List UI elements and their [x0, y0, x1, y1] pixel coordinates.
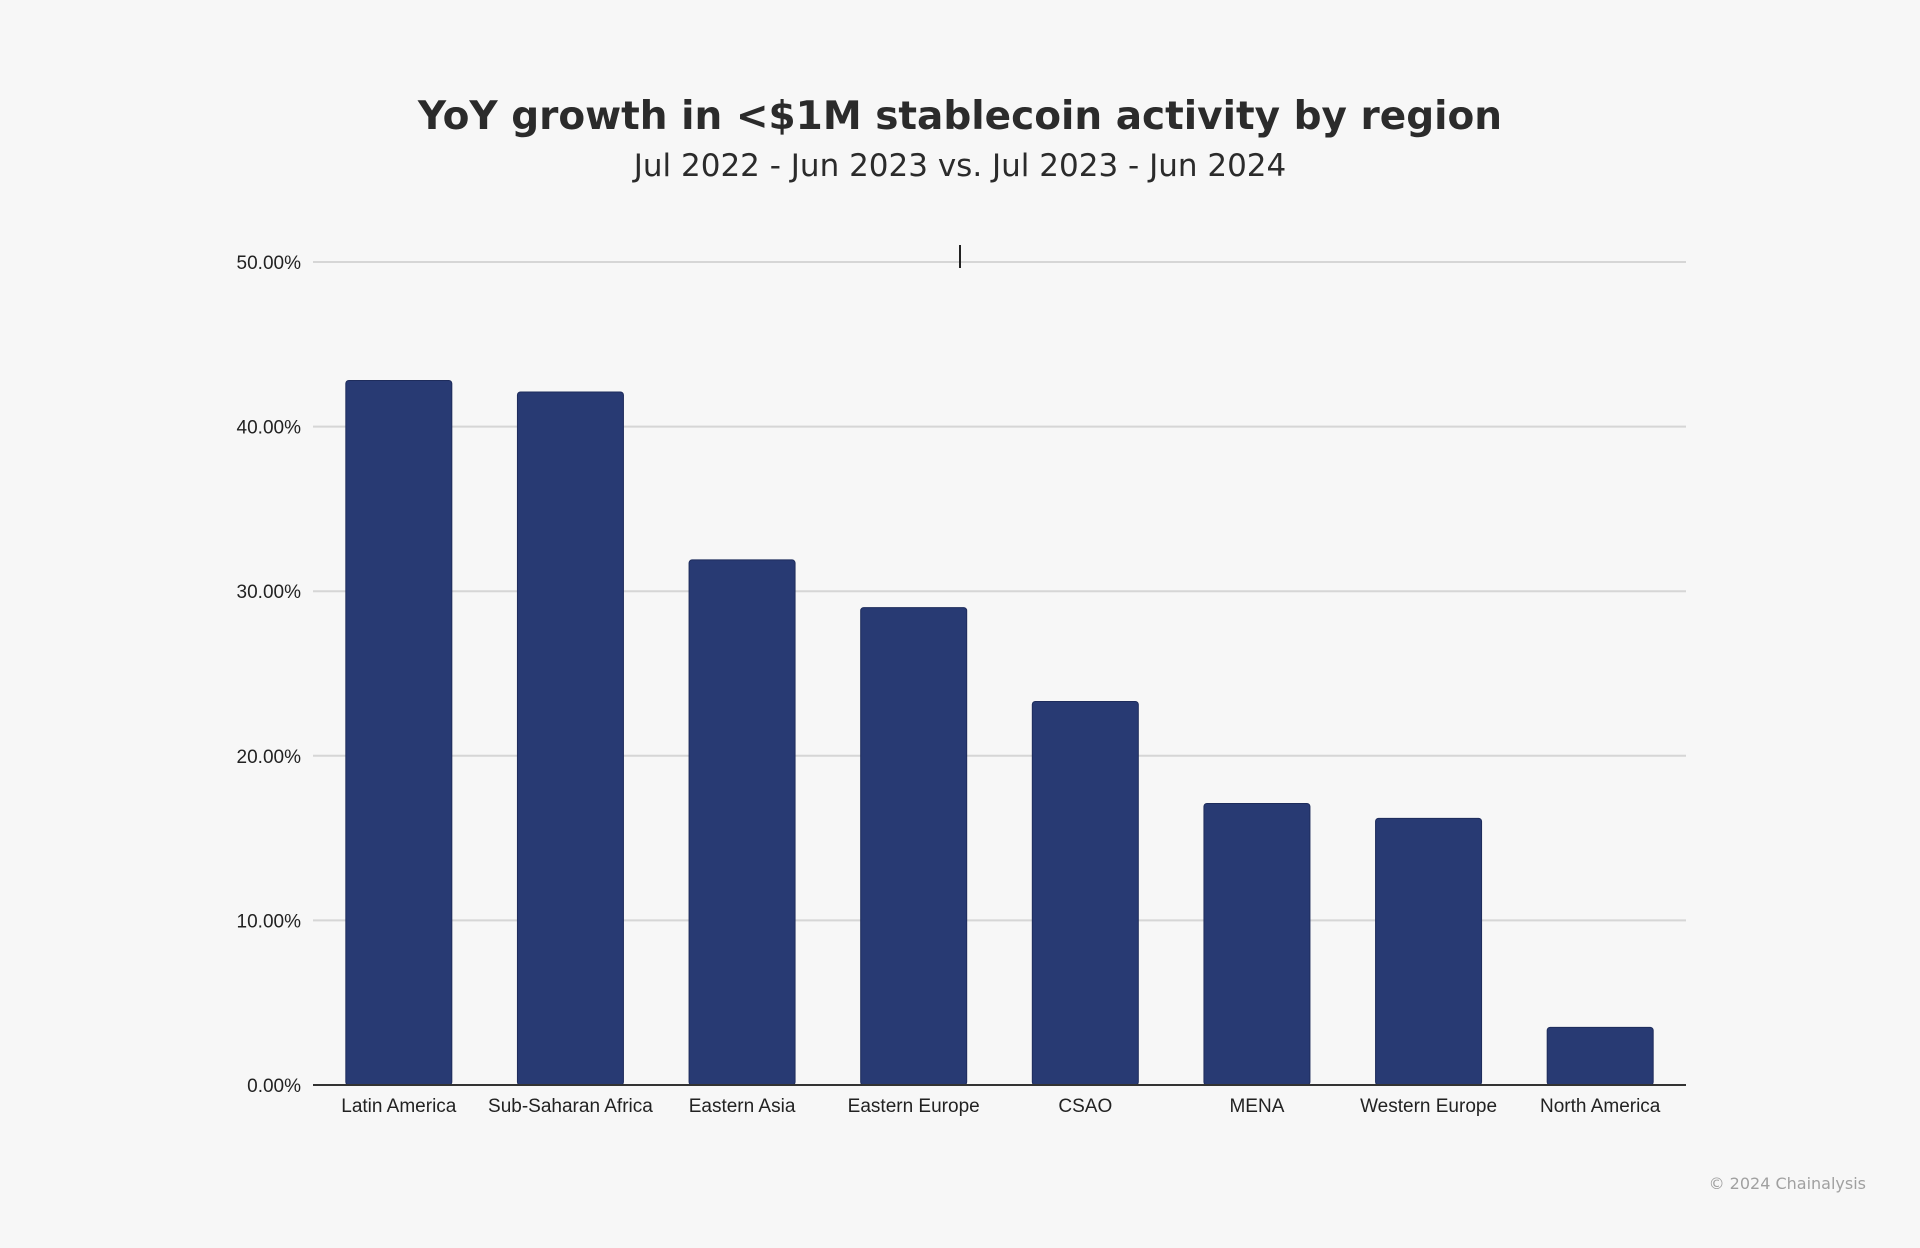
- bar: [1031, 700, 1139, 1086]
- bar: [516, 391, 624, 1086]
- x-tick-label: CSAO: [1058, 1096, 1112, 1117]
- y-tick-label: 40.00%: [237, 418, 302, 439]
- x-tick-label: Western Europe: [1360, 1096, 1497, 1117]
- x-tick-label: Latin America: [341, 1096, 457, 1117]
- y-tick-label: 50.00%: [237, 253, 302, 274]
- chart-title: YoY growth in <$1M stablecoin activity b…: [417, 94, 1503, 139]
- x-tick-label: Sub-Saharan Africa: [488, 1096, 653, 1117]
- y-tick-label: 0.00%: [247, 1076, 301, 1097]
- y-tick-label: 20.00%: [237, 747, 302, 768]
- bar: [1203, 803, 1311, 1086]
- bar: [345, 380, 453, 1086]
- chart-subtitle: Jul 2022 - Jun 2023 vs. Jul 2023 - Jun 2…: [633, 148, 1287, 184]
- bar: [1546, 1026, 1654, 1086]
- y-tick-label: 30.00%: [237, 582, 302, 603]
- x-tick-label: MENA: [1229, 1096, 1284, 1117]
- x-tick-label: North America: [1540, 1096, 1661, 1117]
- bar: [1375, 817, 1483, 1086]
- y-tick-label: 10.00%: [237, 911, 302, 932]
- bar: [860, 607, 968, 1086]
- x-tick-label: Eastern Europe: [848, 1096, 980, 1117]
- copyright: © 2024 Chainalysis: [1708, 1174, 1866, 1193]
- bar: [688, 559, 796, 1086]
- x-tick-label: Eastern Asia: [689, 1096, 796, 1117]
